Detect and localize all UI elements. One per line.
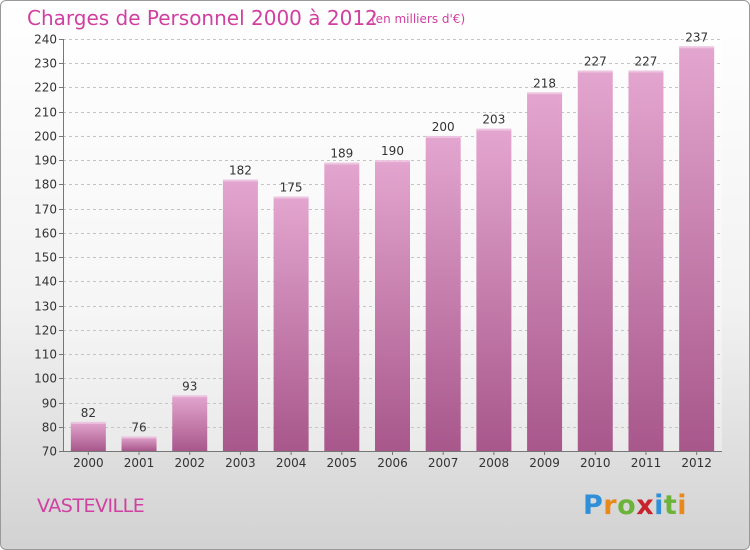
bar-2006 xyxy=(375,160,410,452)
y-tick-label: 220 xyxy=(34,81,57,95)
y-tick-label: 120 xyxy=(34,324,57,338)
x-tick-label: 2001 xyxy=(124,456,155,470)
bar-value-label: 175 xyxy=(280,181,303,195)
place-name: VASTEVILLE xyxy=(37,495,145,517)
x-tick-label: 2005 xyxy=(327,456,358,470)
bar-highlight xyxy=(273,196,309,199)
proxiti-logo: Proxiti xyxy=(583,490,687,521)
chart-subtitle: (en milliers d'€) xyxy=(371,12,466,26)
bar-highlight xyxy=(527,92,563,95)
bar-value-label: 218 xyxy=(533,76,556,90)
y-tick-label: 110 xyxy=(34,348,57,362)
bar-2002 xyxy=(172,395,208,451)
bar-2011 xyxy=(628,70,664,451)
y-tick-label: 140 xyxy=(34,275,57,289)
x-tick-label: 2002 xyxy=(174,456,205,470)
y-tick-label: 190 xyxy=(34,154,57,168)
bar-2012 xyxy=(679,46,715,451)
bar-value-label: 76 xyxy=(131,420,146,434)
x-tick-label: 2004 xyxy=(276,456,307,470)
bar-highlight xyxy=(476,128,512,131)
bar-highlight xyxy=(577,70,613,73)
logo-letter: i xyxy=(654,490,664,521)
y-tick-label: 240 xyxy=(34,33,57,47)
chart-title: Charges de Personnel 2000 à 2012 xyxy=(27,6,378,30)
x-tick-label: 2012 xyxy=(681,456,712,470)
bar-2009 xyxy=(527,92,563,451)
x-tick-label: 2003 xyxy=(225,456,256,470)
bar-value-label: 93 xyxy=(182,379,197,393)
x-tick-label: 2009 xyxy=(529,456,560,470)
bar-value-label: 200 xyxy=(432,120,455,134)
logo-letter: P xyxy=(583,490,604,521)
x-tick-label: 2000 xyxy=(73,456,104,470)
bar-2008 xyxy=(476,128,512,451)
bar-highlight xyxy=(628,70,664,73)
bar-value-label: 203 xyxy=(482,113,505,127)
bar-highlight xyxy=(172,395,208,398)
y-tick-label: 210 xyxy=(34,106,57,120)
axes: 7080901001101201301401501601701801902002… xyxy=(34,33,722,470)
bar-value-label: 237 xyxy=(685,30,708,44)
bar-value-label: 227 xyxy=(635,55,658,69)
x-tick-label: 2010 xyxy=(580,456,611,470)
bar-highlight xyxy=(324,162,360,165)
logo-letter: t xyxy=(663,490,678,521)
bar-2000 xyxy=(70,421,106,451)
bar-value-label: 189 xyxy=(330,147,353,161)
y-tick-label: 180 xyxy=(34,178,57,192)
bar-2005 xyxy=(324,162,360,451)
y-tick-label: 170 xyxy=(34,203,57,217)
y-tick-label: 150 xyxy=(34,251,57,265)
bar-highlight xyxy=(121,436,157,439)
bar-value-label: 82 xyxy=(81,406,96,420)
x-tick-label: 2008 xyxy=(479,456,510,470)
bar-2007 xyxy=(425,135,461,452)
y-tick-label: 70 xyxy=(42,445,57,459)
x-tick-label: 2007 xyxy=(428,456,459,470)
bars: 82 76 93 182 175 189 190 200 203 218 227 227 237 xyxy=(70,30,715,452)
bar-highlight xyxy=(375,160,410,163)
y-tick-label: 130 xyxy=(34,300,57,314)
bar-2004 xyxy=(273,196,309,451)
bar-2010 xyxy=(577,70,613,451)
bar-value-label: 182 xyxy=(229,164,252,178)
x-tick-label: 2006 xyxy=(377,456,408,470)
y-tick-label: 80 xyxy=(42,421,57,435)
y-tick-label: 100 xyxy=(34,372,57,386)
bar-2001 xyxy=(121,436,157,451)
bar-highlight xyxy=(222,179,258,182)
bar-value-label: 190 xyxy=(381,144,404,158)
y-tick-label: 90 xyxy=(42,397,57,411)
bar-highlight xyxy=(70,421,106,424)
logo-letter: x xyxy=(636,490,655,521)
bar-2003 xyxy=(222,179,258,452)
y-tick-label: 200 xyxy=(34,130,57,144)
bar-highlight xyxy=(425,135,461,138)
logo-letter: r xyxy=(603,490,618,521)
y-tick-label: 230 xyxy=(34,57,57,71)
bar-highlight xyxy=(679,46,715,49)
x-tick-label: 2011 xyxy=(631,456,662,470)
bar-value-label: 227 xyxy=(584,55,607,69)
y-tick-label: 160 xyxy=(34,227,57,241)
logo-letter: i xyxy=(677,490,688,521)
logo-letter: o xyxy=(617,490,637,521)
